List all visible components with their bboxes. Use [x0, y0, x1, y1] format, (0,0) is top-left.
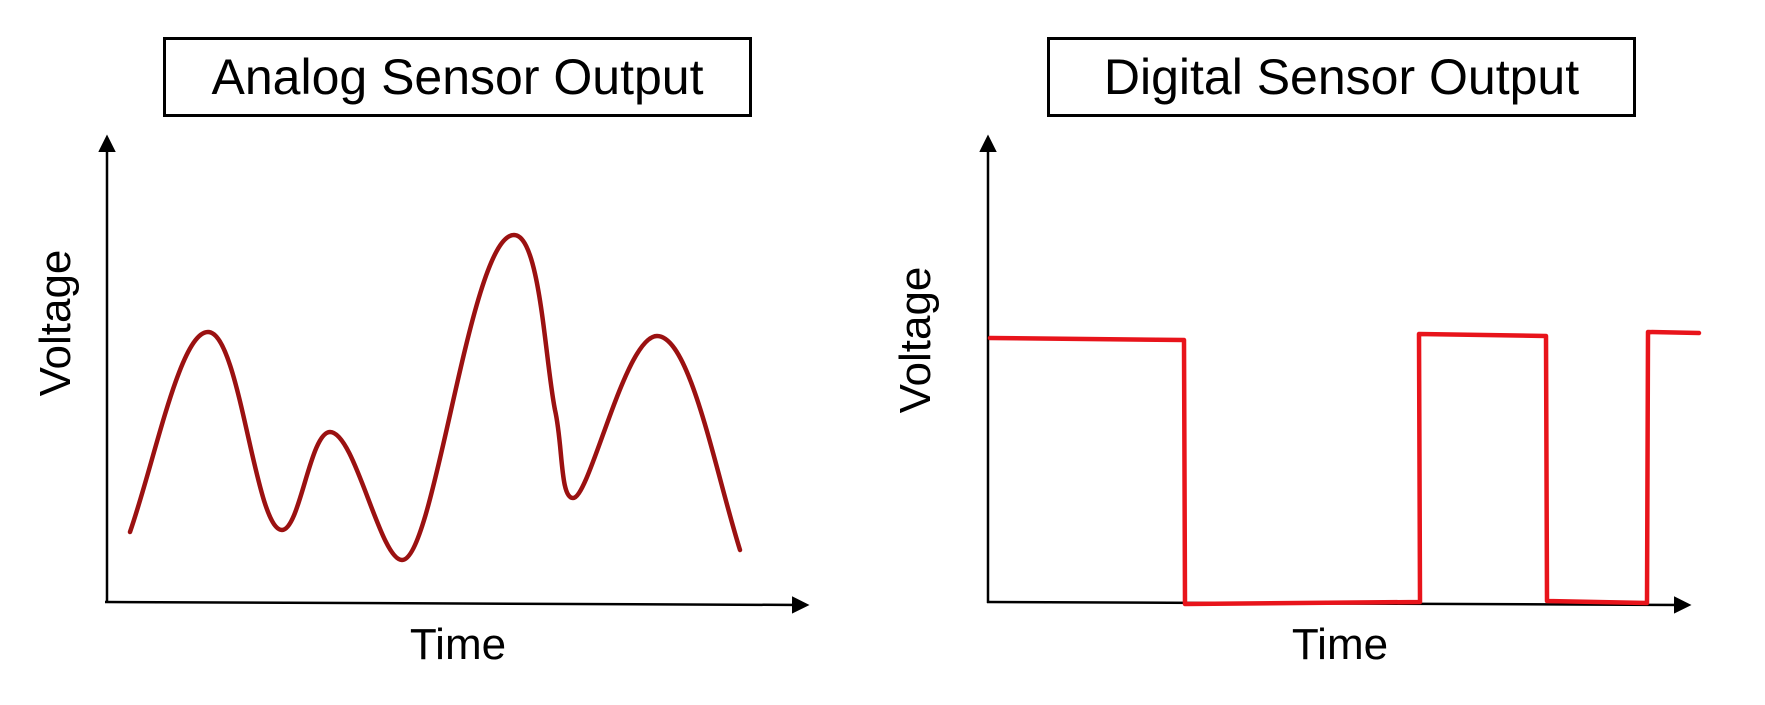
digital-panel: Digital Sensor Output Voltage Time — [883, 0, 1765, 705]
analog-y-label: Voltage — [31, 249, 80, 397]
digital-y-label: Voltage — [891, 266, 940, 414]
analog-x-axis — [104, 596, 810, 614]
digital-x-label: Time — [1291, 620, 1389, 669]
analog-title: Analog Sensor Output — [163, 37, 752, 117]
digital-signal-square-wave — [987, 329, 1702, 607]
digital-title: Digital Sensor Output — [1047, 37, 1636, 117]
analog-signal-curve — [127, 232, 743, 563]
digital-chart — [979, 134, 1702, 614]
analog-x-label: Time — [409, 620, 507, 669]
analog-chart — [98, 134, 810, 614]
analog-panel: Analog Sensor Output Voltage Time — [0, 0, 882, 705]
